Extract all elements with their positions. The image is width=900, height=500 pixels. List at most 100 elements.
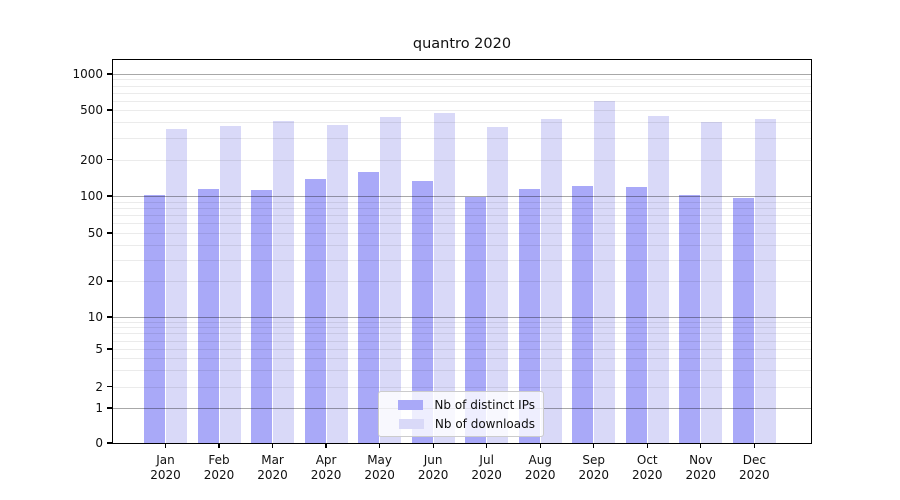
bar-downloads-jul [487,126,509,443]
y-tick-label: 10 [87,310,103,324]
minor-gridline [113,110,811,111]
legend-item-distinct-ips: Nb of distinct IPs [385,398,535,412]
minor-gridline [113,79,811,81]
bar-distinct-ips-mar [251,189,273,443]
x-tick-mark [325,443,327,448]
minor-gridline [113,201,811,203]
x-tick-label-nov: Nov 2020 [685,453,717,482]
y-tick-label: 1 [95,401,103,415]
minor-gridline [113,358,811,360]
bar-distinct-ips-jan [144,195,165,443]
y-tick-label: 20 [87,274,103,288]
x-tick-mark [539,443,541,448]
x-tick-label-jul: Jul 2020 [471,453,502,482]
chart-title: quantro 2020 [412,36,512,52]
major-gridline [113,317,811,318]
y-tick-label: 5 [95,342,103,356]
legend-item-downloads: Nb of downloads [385,417,535,431]
x-tick-mark [486,443,488,448]
bar-distinct-ips-dec [732,197,754,443]
bar-distinct-ips-jun [411,181,433,443]
x-tick-label-jun: Jun 2020 [417,453,449,482]
bar-downloads-nov [701,121,723,443]
x-tick-mark [700,443,702,448]
bar-downloads-oct [647,115,669,443]
x-tick-label-feb: Feb 2020 [203,453,235,482]
x-tick-mark [378,443,381,448]
bar-downloads-sep [594,101,616,443]
minor-gridline [113,159,811,161]
y-tick-mark [107,232,112,234]
x-tick-label-mar: Mar 2020 [257,453,288,482]
bar-distinct-ips-may [358,172,380,443]
x-tick-label-oct: Oct 2020 [631,453,663,482]
minor-gridline [113,223,811,225]
y-tick-mark [107,158,112,161]
gridlines-layer [113,60,811,443]
y-tick-mark [107,109,112,111]
minor-gridline [113,333,811,335]
x-tick-mark [218,443,220,448]
y-tick-mark [107,73,112,75]
bars-layer [113,60,811,443]
bar-distinct-ips-aug [518,189,540,443]
minor-gridline [113,327,811,329]
x-tick-label-sep: Sep 2020 [578,453,609,482]
minor-gridline [113,207,811,209]
y-tick-mark [107,385,112,388]
minor-gridline [113,349,811,350]
bar-downloads-aug [540,118,562,443]
bar-downloads-may [380,116,402,443]
x-tick-label-jan: Jan 2020 [150,453,181,482]
legend-label: Nb of downloads [434,417,535,431]
bar-distinct-ips-sep [572,185,594,443]
y-tick-mark [107,280,112,282]
x-tick-mark [646,443,648,448]
y-tick-mark [107,195,112,197]
y-tick-label: 1000 [72,67,103,81]
y-tick-label: 0 [95,436,103,450]
legend-label: Nb of distinct IPs [434,398,535,412]
bar-distinct-ips-oct [625,187,647,443]
major-gridline [113,74,811,75]
x-tick-label-aug: Aug 2020 [524,453,556,482]
minor-gridline [113,369,811,371]
x-tick-label-dec: Dec 2020 [739,453,770,482]
minor-gridline [113,215,811,217]
minor-gridline [113,122,811,124]
x-tick-mark [164,443,167,448]
bar-downloads-mar [273,121,295,443]
minor-gridline [113,281,811,282]
y-tick-label: 50 [87,226,103,240]
minor-gridline [113,233,811,234]
bar-downloads-jan [166,129,187,443]
minor-gridline [113,92,811,94]
bar-distinct-ips-feb [197,189,219,443]
major-gridline [113,196,811,197]
x-tick-mark [271,443,274,448]
minor-gridline [113,244,811,246]
y-tick-label: 500 [80,103,103,117]
x-tick-mark [432,443,434,448]
minor-gridline [113,100,811,102]
distinct-ips-swatch-icon [398,400,424,410]
x-tick-label-may: May 2020 [364,453,395,482]
x-tick-mark [753,443,755,448]
minor-gridline [113,259,811,261]
bar-downloads-feb [219,125,241,443]
y-tick-label: 100 [80,189,103,203]
minor-gridline [113,321,811,323]
minor-gridline [113,386,811,388]
minor-gridline [113,137,811,139]
y-tick-mark [107,407,112,409]
minor-gridline [113,340,811,342]
bar-downloads-dec [754,119,776,443]
y-tick-mark [107,316,112,318]
bar-distinct-ips-nov [679,194,701,443]
bar-downloads-jun [433,112,455,443]
x-tick-mark [593,443,595,448]
y-tick-label: 200 [80,152,103,167]
downloads-swatch-icon [398,419,424,429]
legend: Nb of distinct IPs Nb of downloads [378,391,544,437]
bar-distinct-ips-apr [304,179,326,443]
